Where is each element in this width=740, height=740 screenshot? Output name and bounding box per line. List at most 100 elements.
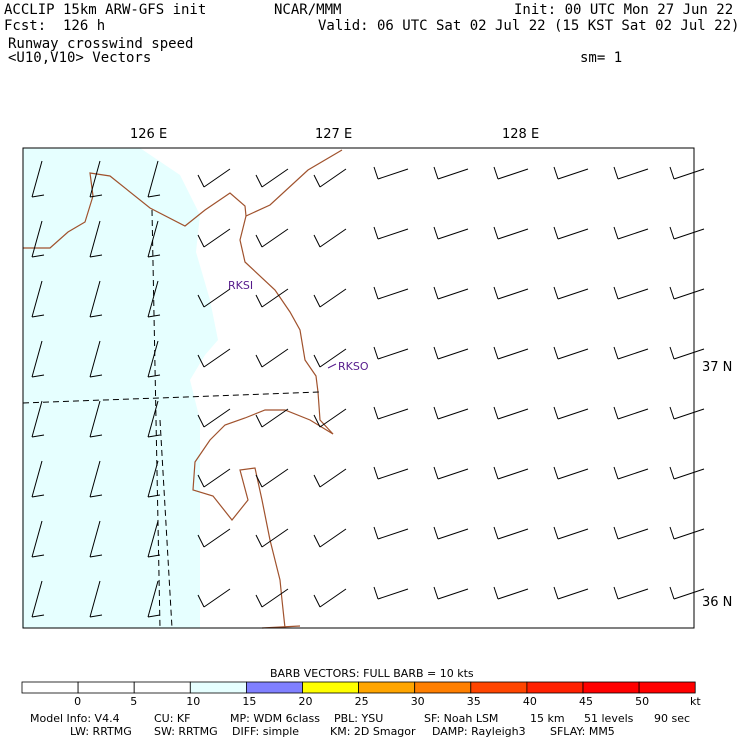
wind-barb [197,228,231,248]
colorbar-tick-label: 35 [466,695,481,708]
wind-barb [433,346,469,360]
wind-barb [255,228,289,248]
colorbar-tick-label: 5 [130,695,138,708]
lw-scheme: LW: RRTMG [70,725,132,738]
field-name: Runway crosswind speed [8,36,194,52]
wind-barb [669,166,705,180]
wind-barb [197,408,231,428]
wind-barb [553,226,589,240]
wind-barb [373,346,409,360]
colorbar-tick-label: 15 [242,695,257,708]
model-title: ACCLIP 15km ARW-GFS init [4,2,207,18]
wind-barb [433,166,469,180]
cu-scheme: CU: KF [154,712,191,725]
wind-barb [89,520,103,558]
wind-barb [669,526,705,540]
wind-barb [553,286,589,300]
wind-barb [313,588,347,608]
colorbar-tick-label: 0 [74,695,82,708]
colorbar-segment [302,681,359,694]
wind-barb [433,226,469,240]
colorbar-segment [77,681,135,694]
lon-label-126: 126 E [130,127,168,142]
wind-barb [255,348,289,368]
wind-barb [89,220,103,258]
wind-barb [313,528,347,548]
lon-label-128: 128 E [502,127,540,142]
wind-barb [433,586,469,600]
sf-scheme: SF: Noah LSM [424,712,499,725]
wind-barb [613,526,649,540]
wind-barb [553,406,589,420]
wind-barb [433,286,469,300]
colorbar-segment [358,681,416,694]
resolution: 15 km [530,712,565,725]
wind-barb [373,286,409,300]
init-time: Init: 00 UTC Mon 27 Jun 22 [514,2,734,18]
wind-barb [255,168,289,188]
wind-barb [197,528,231,548]
wind-barb [255,408,289,428]
lon-label-127: 127 E [315,127,353,142]
wind-barb [197,588,231,608]
wind-barb [313,348,347,368]
graticule [22,209,321,629]
wind-barb [255,288,289,308]
shaded-region [22,148,218,628]
wind-barb [613,586,649,600]
wind-barb [613,346,649,360]
wind-barb [89,460,103,498]
wind-barb [493,346,529,360]
wind-barb [373,526,409,540]
coastline [23,149,343,629]
wind-barb [553,466,589,480]
colorbar-tick-label: 30 [410,695,425,708]
org-label: NCAR/MMM [274,2,342,18]
wind-barb [89,580,103,618]
wind-barb [373,406,409,420]
forecast-hour: Fcst: 126 h [4,18,106,34]
wind-barb [669,406,705,420]
diff-scheme: DIFF: simple [232,725,300,738]
colorbar-segment [526,681,584,694]
wind-barb [31,280,45,318]
wind-barb [313,408,347,428]
wind-barb [313,468,347,488]
wind-barb [31,520,45,558]
barb-legend-title: BARB VECTORS: FULL BARB = 10 kts [270,667,474,680]
wind-barb [313,228,347,248]
colorbar-tick-label: 45 [579,695,593,708]
sflay-scheme: SFLAY: MM5 [550,725,615,738]
colorbar-tick-label: 40 [522,695,537,708]
wind-barb [197,288,231,308]
damp-scheme: DAMP: Rayleigh3 [432,725,526,738]
colorbar-segment [245,681,303,694]
wind-barb [31,220,45,258]
wind-barb [255,588,289,608]
station-rkso: RKSO [338,360,369,373]
lat-label-37: 37 N [702,360,733,375]
wind-barb [31,160,45,198]
colorbar-tick-label: 25 [354,695,369,708]
wind-barb [147,160,161,198]
wind-barbs [31,160,705,618]
wind-barb [31,580,45,618]
rkso-tick [327,363,337,369]
vector-name: <U10,V10> Vectors [8,50,152,66]
wind-barb [613,466,649,480]
wind-barb [433,466,469,480]
timestep: 90 sec [654,712,691,725]
model-info: Model Info: V4.4 [30,712,120,725]
wind-barb [147,520,161,558]
wind-barb [373,226,409,240]
colorbar-segment [470,681,528,694]
colorbar-segment [582,681,640,694]
levels: 51 levels [584,712,634,725]
wind-barb [669,226,705,240]
wind-barb [553,526,589,540]
colorbar-segment [189,681,247,694]
wind-barb [669,586,705,600]
map-frame [22,147,695,629]
valid-time: Valid: 06 UTC Sat 02 Jul 22 (15 KST Sat … [318,18,740,34]
